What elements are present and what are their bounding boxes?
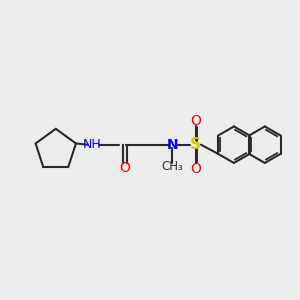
Text: CH₃: CH₃: [161, 160, 183, 173]
Text: S: S: [190, 137, 201, 152]
Text: NH: NH: [83, 138, 102, 151]
Text: N: N: [166, 138, 178, 152]
Text: O: O: [119, 161, 130, 175]
Text: O: O: [190, 114, 201, 128]
Text: O: O: [190, 161, 201, 176]
